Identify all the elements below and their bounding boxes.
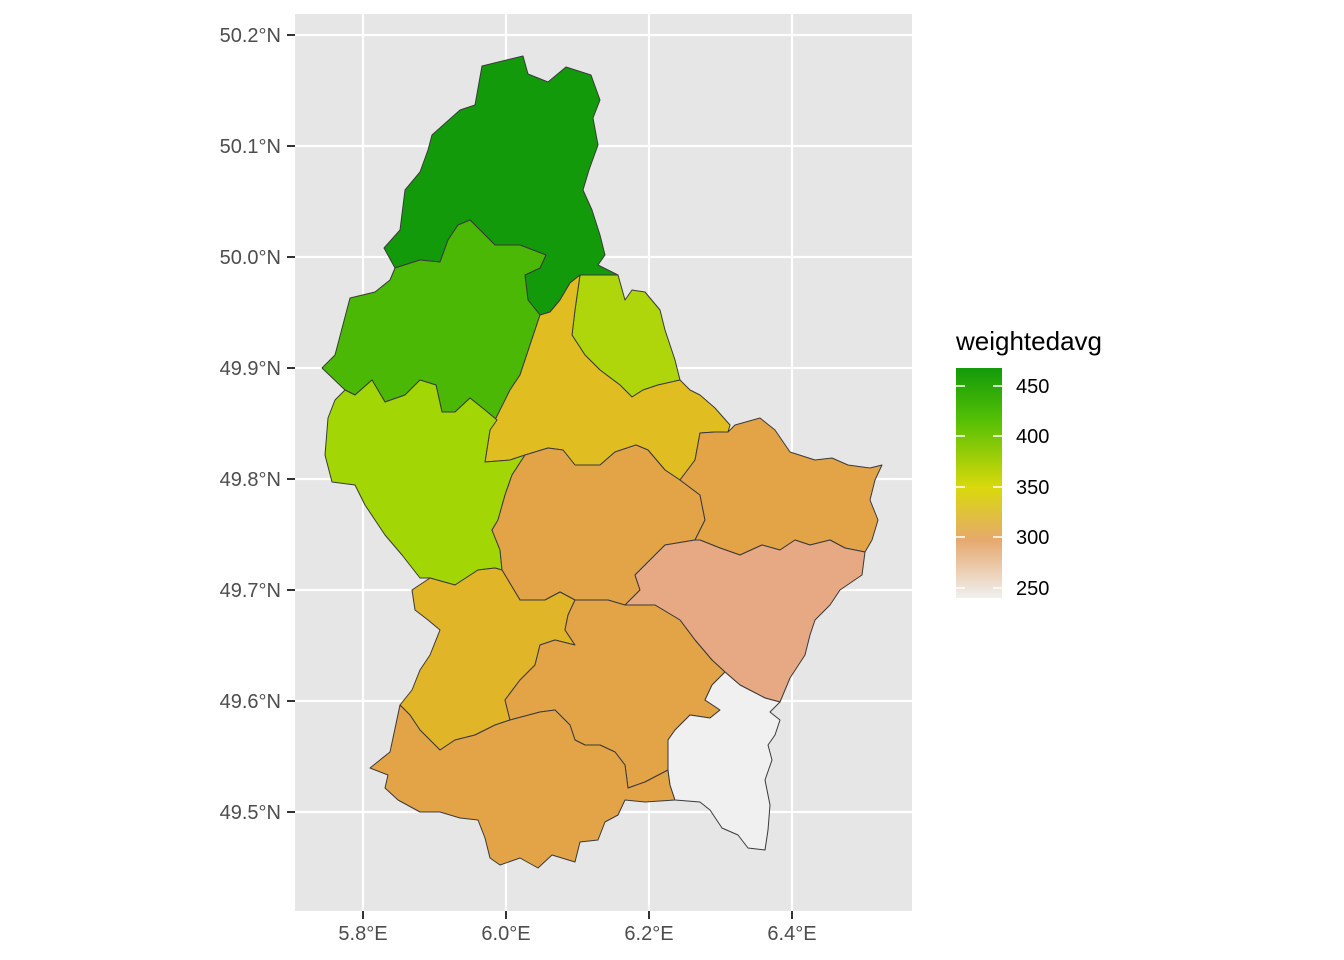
x-tick-label: 5.8°E — [338, 923, 387, 945]
x-axis: 5.8°E 6.0°E 6.2°E 6.4°E — [338, 911, 817, 945]
x-tick-label: 6.4°E — [767, 923, 816, 945]
x-tick-label: 6.0°E — [481, 923, 530, 945]
y-tick-label: 49.6°N — [220, 691, 281, 713]
legend: weightedavg 450 400 350 300 250 — [955, 326, 1102, 600]
legend-colorbar — [956, 368, 1002, 598]
x-tick-label: 6.2°E — [624, 923, 673, 945]
y-tick-label: 50.1°N — [220, 136, 281, 158]
legend-label: 400 — [1016, 426, 1049, 448]
regions — [321, 55, 883, 869]
legend-title: weightedavg — [955, 326, 1102, 356]
legend-label: 300 — [1016, 527, 1049, 549]
y-axis: 50.2°N 50.1°N 50.0°N 49.9°N 49.8°N 49.7°… — [220, 25, 295, 824]
legend-label: 350 — [1016, 477, 1049, 499]
y-tick-label: 50.2°N — [220, 25, 281, 47]
region-esch — [369, 704, 676, 869]
legend-label: 450 — [1016, 376, 1049, 398]
y-tick-label: 49.7°N — [220, 580, 281, 602]
legend-label: 250 — [1016, 578, 1049, 600]
y-tick-label: 49.5°N — [220, 802, 281, 824]
region-remich — [667, 671, 781, 851]
y-tick-label: 49.8°N — [220, 469, 281, 491]
y-tick-label: 50.0°N — [220, 247, 281, 269]
y-tick-label: 49.9°N — [220, 358, 281, 380]
